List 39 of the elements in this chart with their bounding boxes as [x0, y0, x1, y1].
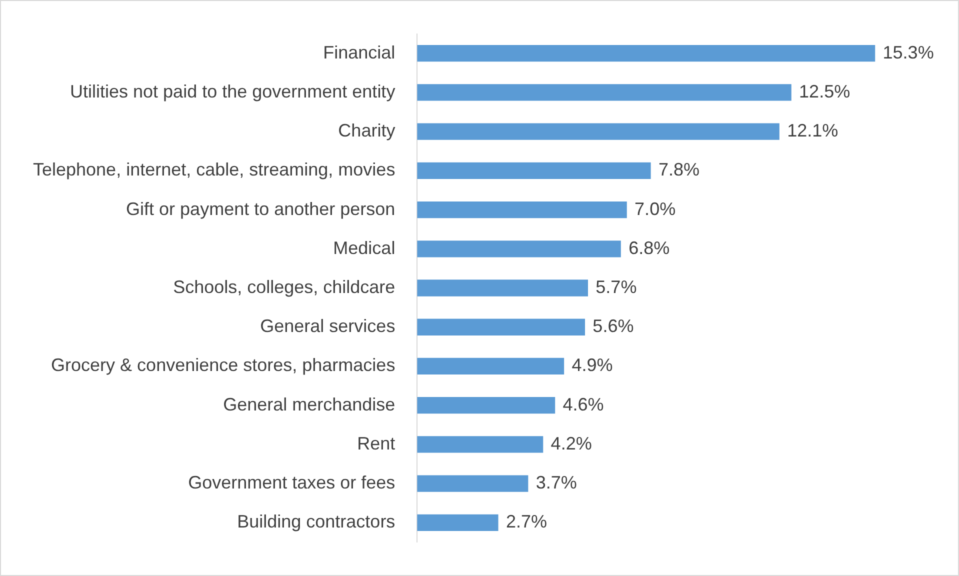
data-label: 2.7% — [506, 512, 547, 532]
data-label: 4.6% — [562, 394, 604, 414]
y-tick-label: Grocery & convenience stores, pharmacies — [51, 355, 396, 376]
data-label: 4.9% — [572, 355, 613, 376]
data-label: 5.7% — [596, 276, 637, 297]
data-label: 7.8% — [658, 160, 700, 180]
bar — [417, 358, 564, 375]
data-label: 15.3% — [882, 42, 934, 62]
bar — [417, 84, 792, 101]
bar — [417, 396, 556, 414]
bar — [417, 475, 528, 492]
y-tick-label: General services — [260, 316, 396, 336]
data-label: 4.2% — [550, 433, 592, 454]
bar — [417, 240, 621, 258]
bar — [417, 201, 627, 218]
bar — [417, 45, 876, 62]
data-label: 12.1% — [787, 120, 838, 141]
data-label: 6.8% — [628, 238, 670, 258]
y-tick-label: Telephone, internet, cable, streaming, movies — [32, 160, 396, 180]
y-tick-label: General merchandise — [223, 394, 396, 414]
bar — [417, 123, 780, 140]
bar — [417, 514, 498, 531]
y-tick-label: Utilities not paid to the government entity — [70, 81, 396, 102]
y-tick-label: Schools, colleges, childcare — [173, 276, 396, 297]
y-tick-label: Medical — [333, 238, 396, 258]
bar — [417, 280, 588, 296]
data-label: 3.7% — [536, 472, 577, 493]
y-tick-label: Gift or payment to another person — [126, 198, 396, 219]
bar — [417, 318, 586, 336]
y-tick-label: Rent — [357, 433, 396, 454]
y-tick-label: Financial — [323, 42, 396, 62]
y-tick-label: Government taxes or fees — [188, 472, 396, 493]
data-label: 12.5% — [799, 81, 850, 102]
y-tick-label: Charity — [338, 120, 396, 141]
data-label: 7.0% — [634, 198, 676, 219]
data-label: 5.6% — [592, 316, 634, 336]
bar — [417, 436, 544, 453]
bar — [417, 162, 651, 180]
y-tick-label: Building contractors — [237, 512, 396, 532]
